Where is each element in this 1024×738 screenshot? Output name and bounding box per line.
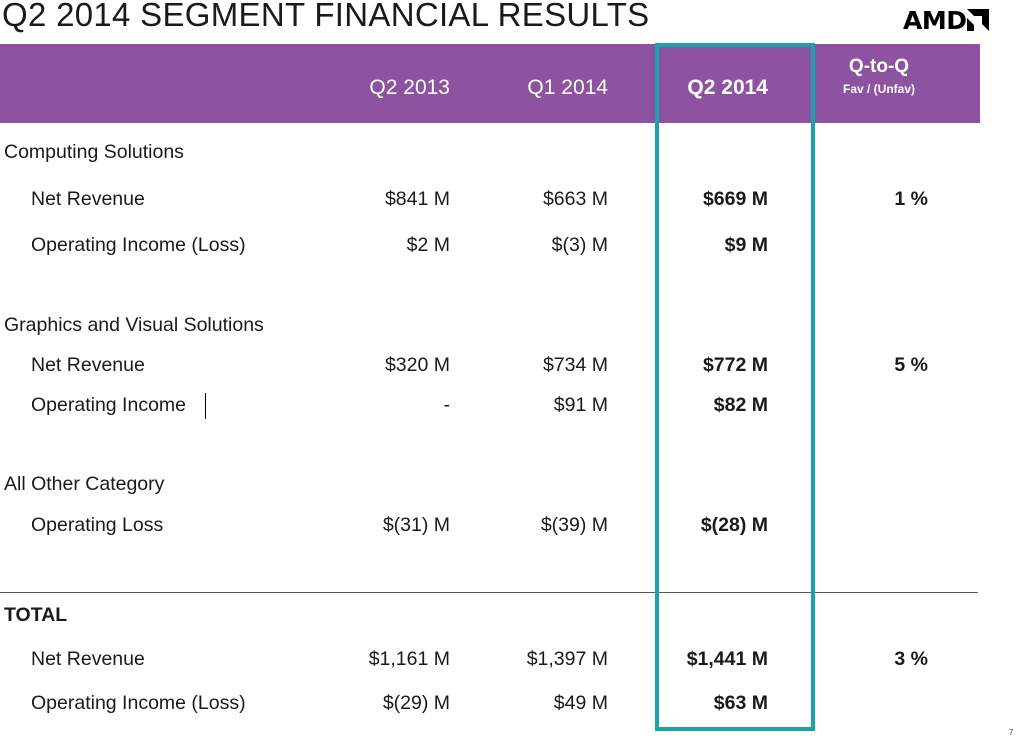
- amd-logo: AMD: [903, 5, 990, 35]
- section-total: TOTAL: [4, 604, 68, 626]
- col-header-qtoq-sub: Fav / (Unfav): [842, 82, 915, 96]
- row-label: Operating Income (Loss): [31, 692, 246, 714]
- row-label: Operating Income: [31, 394, 187, 416]
- cell-qtoq: 1 %: [894, 188, 928, 210]
- row-label: Net Revenue: [31, 354, 145, 376]
- col-header-q2-2014: Q2 2014: [687, 76, 768, 99]
- cell-value: $(3) M: [551, 234, 608, 256]
- cell-value-highlight: $(28) M: [700, 514, 768, 536]
- logo-text: AMD: [903, 5, 967, 35]
- cell-value: $49 M: [553, 692, 608, 714]
- cell-value-highlight: $772 M: [702, 354, 768, 376]
- row-label: Net Revenue: [31, 188, 145, 210]
- amd-arrow-icon: [967, 9, 990, 31]
- cell-value: $(29) M: [382, 692, 450, 714]
- cell-qtoq: 3 %: [894, 648, 928, 670]
- cell-value: $1,161 M: [368, 648, 450, 670]
- cell-value: $734 M: [542, 354, 608, 376]
- cell-value-highlight: $1,441 M: [686, 648, 768, 670]
- row-label: Operating Loss: [31, 514, 164, 536]
- cell-value: $2 M: [406, 234, 450, 256]
- row-label: Operating Income (Loss): [31, 234, 246, 256]
- cell-value: $(39) M: [540, 514, 608, 536]
- section-computing: Computing Solutions: [4, 141, 184, 163]
- total-divider: [0, 592, 978, 593]
- cell-value: $(31) M: [382, 514, 450, 536]
- col-header-q2-2013: Q2 2013: [369, 76, 450, 99]
- cell-qtoq: 5 %: [894, 354, 928, 376]
- cell-value: $91 M: [553, 394, 608, 416]
- section-graphics: Graphics and Visual Solutions: [4, 314, 264, 336]
- text-cursor: [205, 393, 206, 419]
- cell-value-highlight: $82 M: [713, 394, 768, 416]
- col-header-q1-2014: Q1 2014: [527, 76, 608, 99]
- q2-2014-highlight-box: [655, 43, 815, 731]
- cell-value: $320 M: [384, 354, 450, 376]
- cell-value-highlight: $63 M: [713, 692, 768, 714]
- col-header-qtoq: Q-to-Q: [848, 56, 910, 77]
- cell-value-highlight: $9 M: [724, 234, 768, 256]
- slide-title: Q2 2014 SEGMENT FINANCIAL RESULTS: [2, 0, 650, 33]
- cell-value: -: [443, 394, 451, 416]
- page-number: 7: [1009, 728, 1014, 737]
- table-header-bar: [0, 44, 980, 123]
- section-other: All Other Category: [4, 473, 165, 495]
- cell-value: $841 M: [384, 188, 450, 210]
- cell-value: $1,397 M: [526, 648, 608, 670]
- cell-value: $663 M: [542, 188, 608, 210]
- cell-value-highlight: $669 M: [702, 188, 768, 210]
- row-label: Net Revenue: [31, 648, 145, 670]
